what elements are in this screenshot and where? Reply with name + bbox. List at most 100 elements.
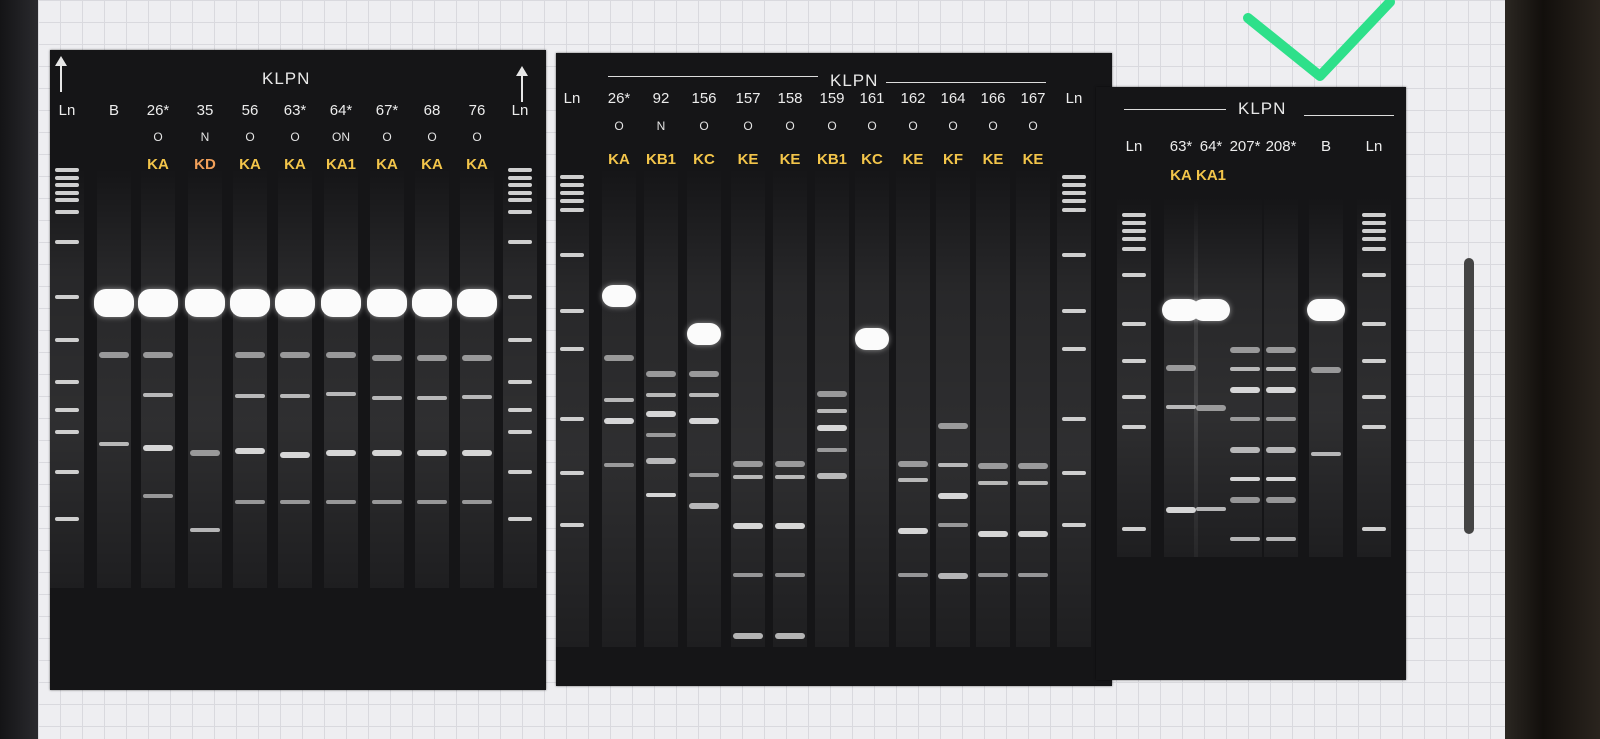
- lane-label: Ln: [1125, 138, 1143, 155]
- dna-band: [1266, 347, 1296, 353]
- lane-label: 76: [468, 102, 486, 119]
- ladder-band: [508, 168, 532, 172]
- dna-band: [689, 418, 719, 424]
- lane-smear: [936, 167, 970, 647]
- lane-label: 158: [777, 90, 803, 107]
- major-band: [367, 289, 407, 317]
- green-check-mark-icon: [1243, 0, 1395, 81]
- lane-sub-label: O: [614, 119, 624, 133]
- dna-band: [280, 352, 310, 358]
- lane-smear: [1264, 197, 1298, 557]
- dna-band: [235, 500, 265, 504]
- ladder-band: [1122, 527, 1146, 531]
- lane-smear: [324, 168, 358, 588]
- ladder-band: [1062, 183, 1086, 187]
- dna-band: [733, 573, 763, 577]
- lane-label: 63*: [1169, 138, 1193, 155]
- dna-band: [280, 394, 310, 398]
- lane-smear: [370, 168, 404, 588]
- gel-panel-3: KLPN Ln 63* KA 64* KA1 207* 208* B Ln: [1096, 87, 1406, 680]
- dna-band: [280, 452, 310, 458]
- ladder-band: [1122, 273, 1146, 277]
- ladder-band: [508, 295, 532, 299]
- ladder-band: [55, 240, 79, 244]
- lane-sub-label: N: [656, 119, 666, 133]
- arrow-up-icon: [516, 66, 528, 102]
- ladder-band: [508, 191, 532, 195]
- lane-label: 167: [1020, 90, 1046, 107]
- lane-smear: [503, 168, 537, 588]
- lane-type-label: KE: [982, 151, 1004, 168]
- dna-band: [1266, 477, 1296, 481]
- lane-smear: [976, 167, 1010, 647]
- lane-sub-label: O: [827, 119, 837, 133]
- dna-band: [689, 371, 719, 377]
- dna-band: [733, 475, 763, 479]
- lane-smear: [731, 167, 765, 647]
- lane-type-label: KE: [1022, 151, 1044, 168]
- lane-sub-label: O: [867, 119, 877, 133]
- dna-band: [143, 352, 173, 358]
- dna-band: [646, 411, 676, 417]
- lane-label: 166: [980, 90, 1006, 107]
- ladder-band: [560, 199, 584, 203]
- lane-label: 67*: [375, 102, 399, 119]
- lane-sub-label: O: [1028, 119, 1038, 133]
- scrollbar[interactable]: [1464, 258, 1474, 534]
- lane-label: 207*: [1229, 138, 1261, 155]
- ladder-band: [55, 176, 79, 180]
- dna-band: [938, 493, 968, 499]
- lane-sub-label: N: [200, 130, 210, 144]
- dna-band: [775, 523, 805, 529]
- ladder-band: [55, 210, 79, 214]
- major-band: [412, 289, 452, 317]
- major-band: [138, 289, 178, 317]
- ladder-band: [1062, 471, 1086, 475]
- lane-type-label: KD: [194, 156, 216, 173]
- dna-band: [817, 425, 847, 431]
- lane-label: 68: [423, 102, 441, 119]
- ladder-band: [1362, 273, 1386, 277]
- lane-label: 56: [241, 102, 259, 119]
- major-band: [855, 328, 889, 350]
- ladder-band: [55, 295, 79, 299]
- monitor-bezel-right: [1505, 0, 1600, 739]
- dna-band: [1166, 507, 1196, 513]
- ladder-band: [1122, 213, 1146, 217]
- gel-panel-2: KLPN Ln 26* O KA 92 N KB1 156 O KC 157 O KE 158 O KE 159…: [556, 53, 1112, 686]
- ladder-band: [508, 210, 532, 214]
- lane-smear: [278, 168, 312, 588]
- title-line-right: [886, 82, 1046, 83]
- major-band: [1192, 299, 1230, 321]
- ladder-band: [1062, 191, 1086, 195]
- lane-label: 26*: [607, 90, 631, 107]
- ladder-band: [560, 183, 584, 187]
- dna-band: [898, 528, 928, 534]
- ladder-band: [508, 198, 532, 202]
- ladder-band: [560, 175, 584, 179]
- lane-type-label: KA1: [325, 156, 357, 173]
- dna-band: [689, 503, 719, 509]
- dna-band: [775, 633, 805, 639]
- ladder-band: [560, 253, 584, 257]
- dna-band: [1230, 387, 1260, 393]
- dna-band: [1266, 537, 1296, 541]
- lane-smear: [687, 167, 721, 647]
- lane-sub-label: O: [908, 119, 918, 133]
- ladder-band: [1122, 322, 1146, 326]
- major-band: [687, 323, 721, 345]
- ladder-band: [55, 470, 79, 474]
- dna-band: [417, 450, 447, 456]
- lane-type-label: KB1: [645, 151, 677, 168]
- ladder-band: [1062, 309, 1086, 313]
- lane-sub-label: O: [988, 119, 998, 133]
- dna-band: [646, 433, 676, 437]
- ladder-band: [1362, 425, 1386, 429]
- lane-smear: [1057, 167, 1091, 647]
- lane-type-label: KA: [284, 156, 306, 173]
- ladder-band: [55, 380, 79, 384]
- dna-band: [1230, 347, 1260, 353]
- ladder-band: [1362, 237, 1386, 241]
- dna-band: [462, 395, 492, 399]
- lane-label: 64*: [1199, 138, 1223, 155]
